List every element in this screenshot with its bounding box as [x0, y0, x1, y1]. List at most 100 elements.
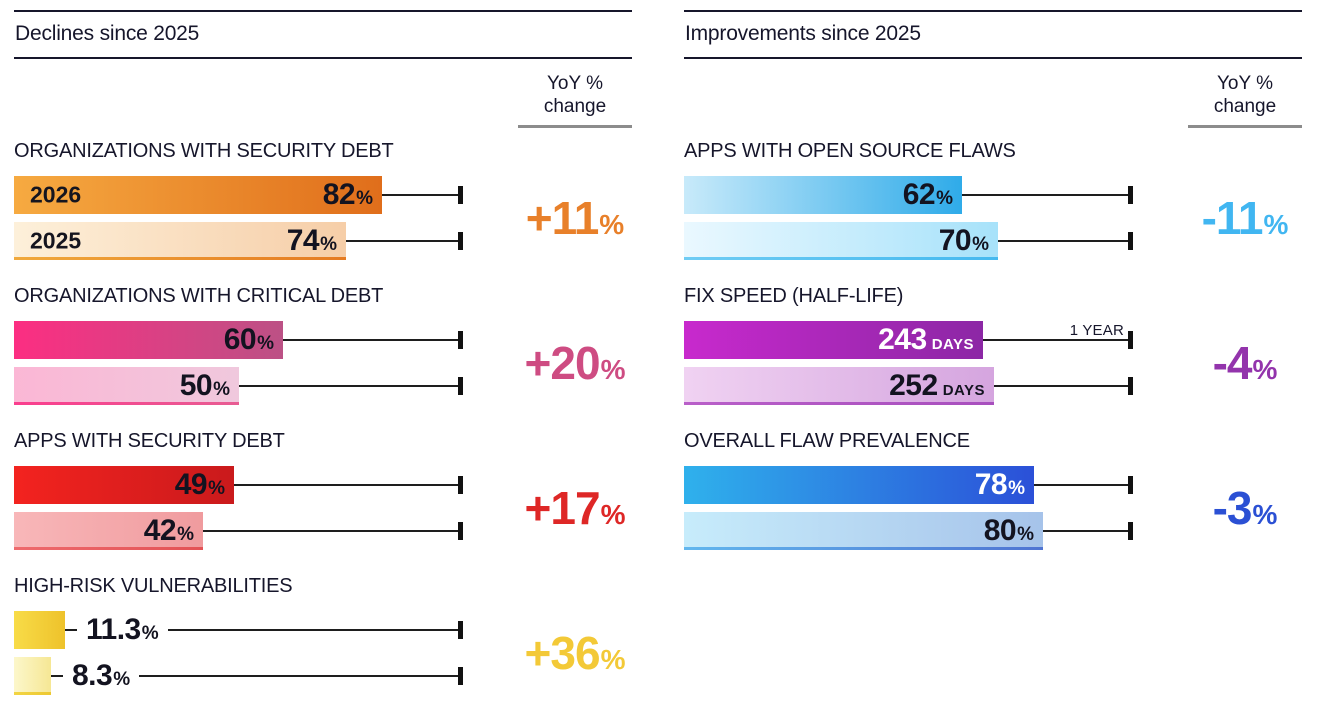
bar-value-unit: DAYS	[942, 382, 985, 399]
reference-tick	[458, 377, 463, 395]
bar-2025: 80%	[684, 512, 1043, 550]
bar-value-label: 78%	[975, 470, 1025, 500]
bar-row-2025: 50%	[14, 367, 632, 405]
yoy-change-value: +11%	[518, 195, 632, 241]
reference-tick	[1128, 232, 1133, 250]
bar-value-number: 42	[143, 514, 177, 547]
bar-value-label: 243 DAYS	[878, 325, 974, 355]
bar-2025: 70%	[684, 222, 998, 260]
bar-row-2026: 78%	[684, 466, 1302, 504]
bar-value-number: 70	[938, 224, 972, 257]
panel-declines-sections: ORGANIZATIONS WITH SECURITY DEBT 2026 82% 2…	[14, 139, 632, 695]
bar-row-2026: 60%	[14, 321, 632, 359]
reference-tick	[1128, 186, 1133, 204]
reference-tick	[1128, 522, 1133, 540]
bar-row-2025: 252 DAYS	[684, 367, 1302, 405]
bar-2026: 243 DAYS	[684, 321, 983, 359]
bar-value-number: 8.3	[72, 659, 113, 692]
bar-value-label: 80%	[984, 516, 1034, 546]
bar-2025	[14, 657, 51, 695]
reference-tick	[458, 331, 463, 349]
reference-line	[65, 629, 460, 631]
chart-section: HIGH-RISK VULNERABILITIES 11.3% 8.3% +36%	[14, 574, 632, 695]
yoy-change-value: +17%	[518, 485, 632, 531]
yoy-unit: %	[1252, 354, 1278, 385]
bar-value-unit: %	[1008, 478, 1025, 499]
bar-value-label: 74%	[287, 226, 337, 256]
bar-value-label: 82%	[323, 180, 373, 210]
bar-value-number: 78	[974, 468, 1008, 501]
reference-tick	[458, 232, 463, 250]
bar-accent-strip	[14, 257, 346, 260]
yoy-unit: %	[1252, 499, 1278, 530]
panel-declines-title: Declines since 2025	[15, 22, 200, 45]
bar-2026: 49%	[14, 466, 234, 504]
panel-improvements-header: Improvements since 2025	[684, 10, 1302, 59]
bar-value-unit: DAYS	[931, 336, 974, 353]
bar-accent-strip	[14, 547, 203, 550]
bar-row-2025: 42%	[14, 512, 632, 550]
bar-year-label: 2025	[30, 227, 82, 254]
yoy-change-value: +36%	[518, 630, 632, 676]
yoy-unit: %	[600, 499, 626, 530]
bar-value-number: 60	[223, 323, 257, 356]
reference-line	[239, 385, 460, 387]
bar-value-label: 42%	[144, 516, 194, 546]
bar-value-number: 11.3	[86, 613, 141, 646]
panel-improvements: Improvements since 2025 YoY % change APP…	[684, 10, 1302, 574]
reference-tick	[1128, 476, 1133, 494]
bar-2026: 2026 82%	[14, 176, 382, 214]
bar-value-label: 70%	[939, 226, 989, 256]
bar-row-2026: 243 DAYS 1 YEAR	[684, 321, 1302, 359]
reference-tick	[458, 186, 463, 204]
chart-section: APPS WITH OPEN SOURCE FLAWS 62% 70% -11%	[684, 139, 1302, 260]
yoy-unit: %	[1263, 209, 1289, 240]
reference-tick	[458, 621, 463, 639]
bar-row-2026: 49%	[14, 466, 632, 504]
yoy-unit: %	[599, 209, 625, 240]
bar-value-unit: %	[177, 524, 194, 545]
yoy-number: +17	[524, 482, 601, 534]
section-title: APPS WITH SECURITY DEBT	[14, 430, 285, 452]
yoy-change-value: -11%	[1188, 195, 1302, 241]
yoy-unit: %	[600, 644, 626, 675]
bar-value-number: 243	[878, 323, 927, 356]
reference-line	[51, 675, 460, 677]
bar-2026: 78%	[684, 466, 1034, 504]
reference-tick	[1128, 331, 1133, 349]
bar-value-number: 80	[983, 514, 1017, 547]
bar-row-2025: 80%	[684, 512, 1302, 550]
reference-line	[962, 194, 1130, 196]
bar-value-unit: %	[113, 669, 131, 690]
bar-row-2025: 2025 74%	[14, 222, 632, 260]
bar-value-unit: %	[356, 188, 373, 209]
bar-value-unit: %	[972, 234, 989, 255]
bar-accent-strip	[684, 402, 994, 405]
reference-line	[1034, 484, 1130, 486]
bar-row-2025: 8.3%	[14, 657, 632, 695]
bar-row-2026: 62%	[684, 176, 1302, 214]
reference-line	[983, 339, 1130, 341]
reference-tick	[458, 522, 463, 540]
yoy-column-header: YoY % change	[518, 72, 632, 128]
section-title: FIX SPEED (HALF-LIFE)	[684, 285, 904, 307]
bar-value-label: 62%	[903, 180, 953, 210]
bar-value-label: 60%	[224, 325, 274, 355]
bar-value-unit: %	[1017, 524, 1034, 545]
bar-value-unit: %	[208, 478, 225, 499]
yoy-column-header: YoY % change	[1188, 72, 1302, 128]
reference-line	[203, 530, 460, 532]
reference-line	[998, 240, 1130, 242]
reference-line	[346, 240, 460, 242]
bar-value-number: 82	[322, 178, 356, 211]
yoy-number: +36	[524, 627, 601, 679]
bar-2026: 62%	[684, 176, 962, 214]
bar-value-number: 50	[179, 369, 213, 402]
bar-accent-strip	[14, 402, 239, 405]
bar-value-unit: %	[141, 623, 159, 644]
bar-accent-strip	[684, 257, 998, 260]
chart-section: ORGANIZATIONS WITH CRITICAL DEBT 60% 50% +2…	[14, 284, 632, 405]
reference-tick	[458, 476, 463, 494]
chart-section: ORGANIZATIONS WITH SECURITY DEBT 2026 82% 2…	[14, 139, 632, 260]
reference-tick	[458, 667, 463, 685]
